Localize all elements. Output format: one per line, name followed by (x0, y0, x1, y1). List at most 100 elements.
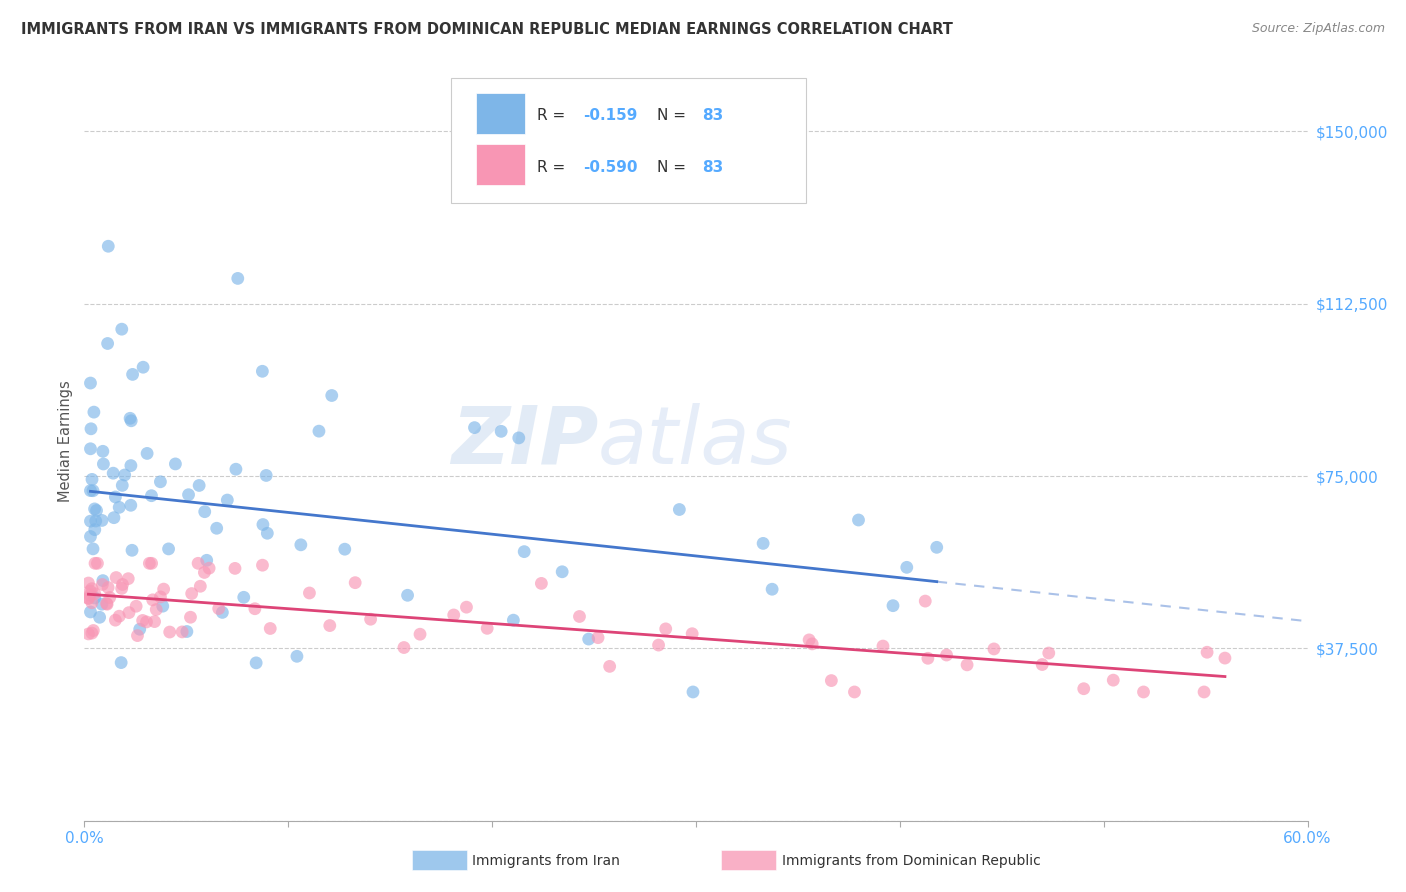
Point (360, 612, 382, 626)
Point (285, 649, 308, 664)
Point (1038, 646, 1060, 660)
Point (77, 591, 100, 606)
Point (654, 622, 676, 636)
Point (105, 570, 128, 584)
Point (668, 502, 690, 516)
Point (198, 561, 221, 575)
Point (111, 322, 134, 336)
Point (513, 544, 536, 558)
Point (188, 478, 211, 492)
Point (125, 599, 148, 614)
Point (188, 579, 211, 593)
Point (82, 624, 104, 638)
Point (308, 424, 330, 438)
Text: 83: 83 (702, 108, 723, 123)
Point (83, 591, 105, 605)
Point (104, 490, 127, 504)
Point (333, 542, 356, 557)
Point (143, 615, 166, 629)
Point (1197, 645, 1219, 659)
Point (83, 502, 105, 516)
Point (298, 586, 321, 600)
Point (983, 642, 1005, 657)
FancyBboxPatch shape (475, 93, 524, 135)
Point (77, 627, 100, 641)
Text: N =: N = (657, 108, 690, 123)
Point (142, 592, 165, 607)
Point (1102, 673, 1125, 688)
Point (409, 627, 432, 641)
Point (935, 648, 957, 662)
Text: ZIP: ZIP (451, 402, 598, 481)
Text: -0.590: -0.590 (583, 160, 638, 175)
Point (111, 582, 134, 596)
Point (872, 639, 894, 653)
Point (84, 557, 107, 571)
Text: IMMIGRANTS FROM IRAN VS IMMIGRANTS FROM DOMINICAN REPUBLIC MEDIAN EARNINGS CORRE: IMMIGRANTS FROM IRAN VS IMMIGRANTS FROM … (21, 22, 953, 37)
Point (121, 543, 143, 558)
Point (179, 610, 201, 624)
Point (82, 483, 104, 498)
Point (1213, 651, 1236, 665)
Point (321, 388, 343, 402)
Point (80, 472, 103, 486)
Point (925, 541, 948, 555)
Point (120, 411, 142, 425)
Point (83, 587, 105, 601)
Point (80, 596, 103, 610)
Point (79, 376, 101, 390)
Point (79, 588, 101, 602)
Point (96, 597, 118, 611)
Point (128, 622, 150, 636)
Point (91, 577, 114, 591)
Point (917, 651, 939, 665)
Text: atlas: atlas (598, 402, 793, 481)
Point (103, 466, 125, 480)
Point (599, 659, 621, 673)
Point (110, 656, 132, 670)
Point (77, 576, 100, 591)
Point (91, 444, 114, 458)
Point (647, 638, 669, 652)
Text: Immigrants from Dominican Republic: Immigrants from Dominican Republic (782, 854, 1040, 868)
Point (226, 271, 249, 285)
Text: 83: 83 (702, 160, 723, 175)
Point (319, 618, 342, 632)
Point (243, 601, 266, 615)
Point (1073, 681, 1095, 696)
Point (135, 615, 157, 629)
Point (463, 420, 485, 434)
Point (132, 360, 155, 375)
Point (91, 574, 114, 588)
Text: N =: N = (657, 160, 690, 175)
Point (578, 632, 600, 646)
Point (91, 513, 114, 527)
Point (152, 582, 174, 596)
Point (80, 626, 103, 640)
Point (86, 557, 108, 571)
Point (86, 503, 108, 517)
Point (761, 582, 783, 597)
Point (217, 493, 239, 508)
FancyBboxPatch shape (475, 144, 524, 186)
Point (508, 431, 530, 445)
Point (551, 565, 574, 579)
Point (477, 621, 499, 635)
Point (149, 590, 172, 604)
Point (681, 626, 703, 640)
Text: Source: ZipAtlas.com: Source: ZipAtlas.com (1251, 22, 1385, 36)
Text: R =: R = (537, 160, 569, 175)
Point (172, 624, 194, 639)
Point (103, 510, 125, 524)
Point (111, 478, 134, 492)
Point (152, 599, 174, 614)
Point (77, 591, 100, 606)
Point (97, 581, 120, 595)
Point (193, 566, 215, 580)
Text: Immigrants from Iran: Immigrants from Iran (472, 854, 620, 868)
Point (79, 605, 101, 619)
Point (127, 629, 149, 643)
Point (252, 558, 274, 573)
Point (79, 442, 101, 456)
Point (149, 475, 172, 489)
